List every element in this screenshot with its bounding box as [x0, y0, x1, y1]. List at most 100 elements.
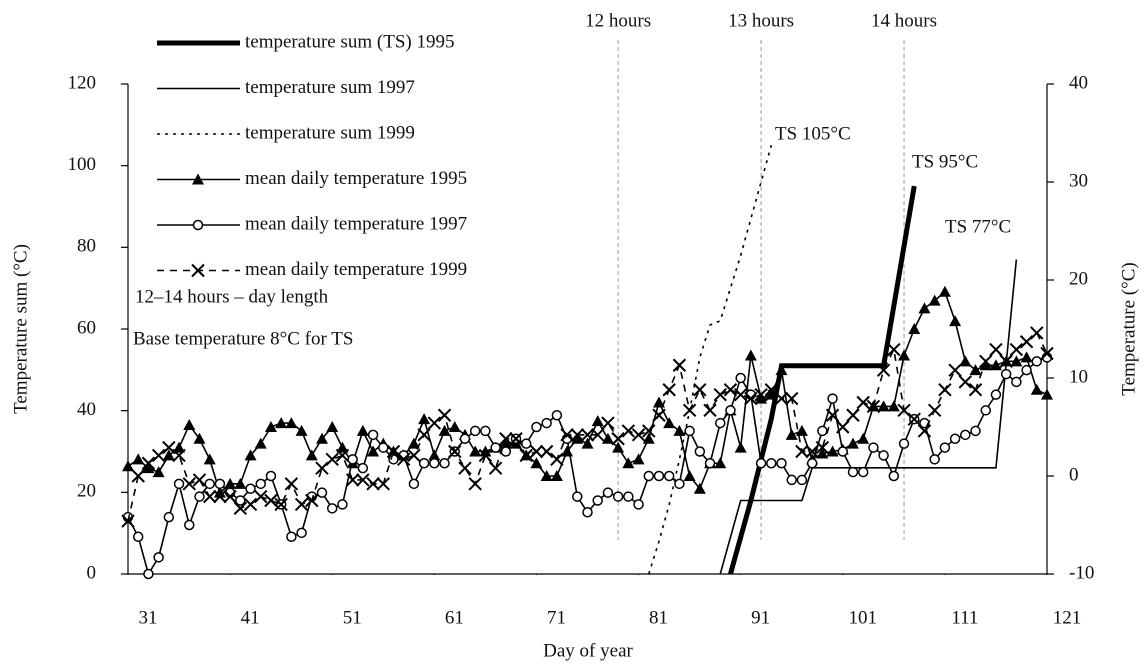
marker-cross: [356, 473, 370, 487]
marker-triangle: [1030, 383, 1043, 395]
marker-circle: [265, 470, 277, 482]
marker-cross: [468, 477, 482, 491]
marker-cross: [509, 432, 523, 446]
marker-triangle: [755, 392, 768, 404]
marker-triangle: [591, 415, 604, 427]
marker-cross: [417, 428, 431, 442]
marker-circle: [857, 466, 869, 478]
marker-circle: [255, 478, 266, 490]
marker-cross: [386, 444, 401, 459]
marker-cross: [478, 448, 493, 463]
marker-cross: [693, 383, 707, 397]
marker-cross: [907, 412, 921, 426]
marker-triangle: [663, 417, 676, 429]
marker-cross: [601, 416, 615, 430]
marker-circle: [378, 442, 389, 453]
y-tick-label: 40: [77, 399, 96, 420]
marker-cross: [550, 452, 564, 467]
legend-label: mean daily temperature 1997: [245, 213, 467, 234]
marker-cross: [805, 444, 819, 459]
marker-cross: [191, 263, 205, 278]
marker-circle: [878, 450, 889, 461]
x-tick-label: 61: [445, 607, 464, 628]
marker-cross: [815, 440, 830, 455]
series-line: [719, 259, 1018, 575]
marker-cross: [131, 469, 145, 483]
marker-cross: [325, 452, 339, 467]
marker-circle: [612, 491, 624, 502]
marker-cross: [162, 440, 176, 455]
marker-circle: [347, 454, 358, 465]
marker-circle: [817, 425, 828, 437]
marker-triangle: [652, 396, 665, 408]
marker-cross: [754, 387, 768, 402]
marker-cross: [437, 408, 452, 422]
marker-circle: [1011, 376, 1022, 388]
marker-circle: [714, 417, 726, 429]
marker-cross: [121, 514, 135, 528]
annotation: Base temperature 8°C for TS: [133, 328, 353, 349]
day-length-label: 12 hours: [585, 10, 651, 31]
marker-cross: [642, 424, 656, 438]
marker-circle: [572, 491, 583, 502]
marker-triangle: [203, 453, 216, 465]
x-tick-label: 41: [241, 607, 260, 628]
marker-circle: [418, 458, 430, 469]
y-axis-title: Temperature sum (°C): [10, 244, 31, 414]
marker-circle: [643, 470, 655, 482]
marker-triangle: [744, 349, 757, 361]
marker-cross: [631, 428, 646, 442]
marker-circle: [755, 458, 767, 469]
marker-cross: [662, 383, 676, 397]
marker-circle: [173, 478, 185, 490]
marker-circle: [408, 478, 420, 490]
y2-tick-label: 10: [1069, 366, 1088, 387]
marker-circle: [235, 495, 246, 506]
marker-cross: [744, 391, 758, 406]
marker-triangle: [632, 453, 645, 465]
marker-triangle: [122, 460, 134, 472]
marker-triangle: [285, 417, 298, 429]
series-line: [648, 145, 773, 575]
marker-triangle: [908, 323, 921, 334]
marker-cross: [396, 452, 411, 467]
marker-cross: [172, 448, 186, 463]
marker-triangle: [673, 424, 686, 436]
marker-cross: [958, 375, 973, 389]
marker-triangle: [918, 302, 931, 314]
marker-triangle: [336, 441, 349, 453]
marker-cross: [774, 391, 789, 406]
marker-circle: [184, 519, 195, 531]
marker-circle: [684, 425, 695, 437]
legend-label: mean daily temperature 1995: [245, 168, 467, 189]
marker-triangle: [183, 419, 196, 431]
marker-cross: [887, 342, 901, 357]
marker-cross: [1009, 342, 1024, 357]
marker-triangle: [642, 432, 655, 444]
marker-cross: [948, 363, 962, 377]
marker-circle: [888, 470, 900, 482]
marker-circle: [1000, 368, 1012, 380]
marker-triangle: [152, 466, 165, 478]
x-tick-label: 111: [951, 607, 978, 628]
marker-triangle: [857, 432, 870, 444]
marker-circle: [847, 466, 859, 478]
marker-triangle: [499, 437, 512, 449]
marker-triangle: [305, 449, 318, 461]
x-tick-label: 51: [343, 607, 362, 628]
marker-triangle: [959, 355, 972, 367]
marker-circle: [960, 429, 971, 441]
series-line: [127, 290, 1048, 495]
marker-triangle: [846, 437, 859, 449]
marker-triangle: [142, 462, 155, 474]
marker-cross: [682, 403, 697, 418]
marker-cross: [825, 408, 840, 422]
marker-triangle: [612, 441, 625, 453]
marker-cross: [274, 497, 288, 512]
marker-circle: [939, 442, 951, 453]
marker-circle: [367, 429, 379, 441]
marker-triangle: [826, 445, 839, 457]
marker-triangle: [275, 417, 288, 429]
marker-triangle: [765, 388, 778, 400]
